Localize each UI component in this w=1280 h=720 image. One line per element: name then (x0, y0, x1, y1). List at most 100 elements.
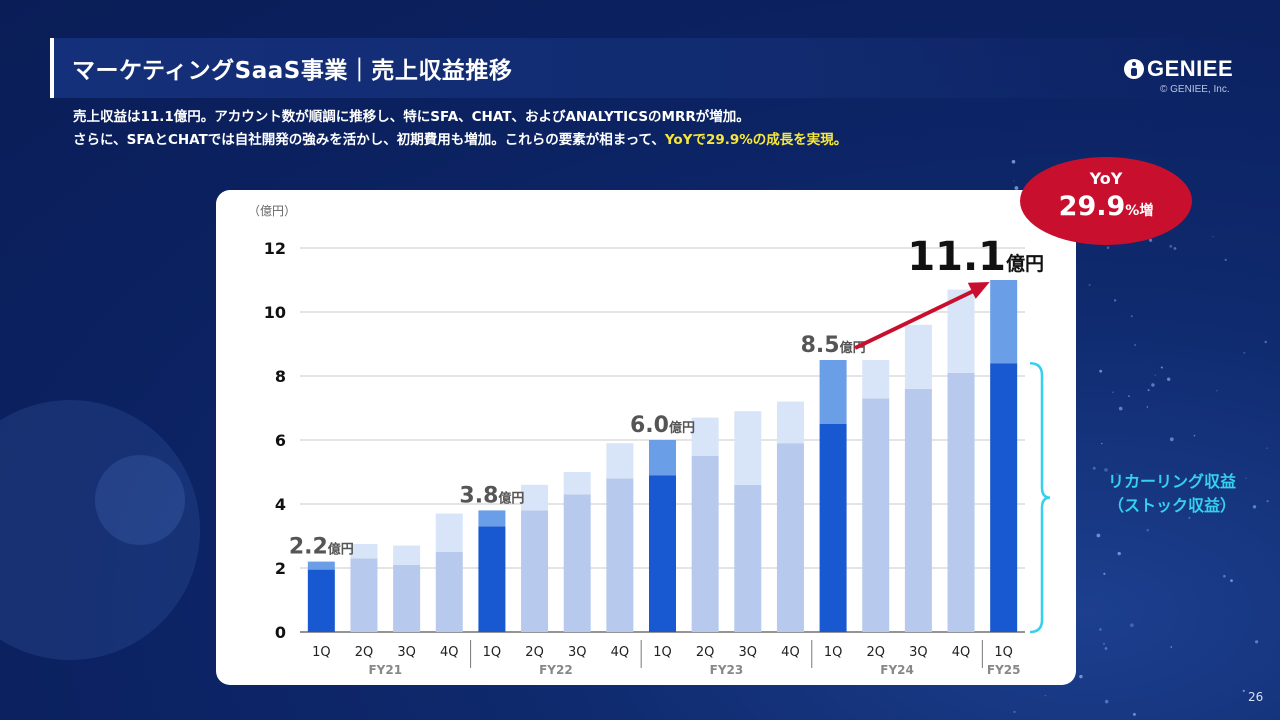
annotation-unit: 億円 (669, 420, 695, 436)
y-tick-label: 12 (264, 239, 286, 258)
bar-other (393, 545, 421, 565)
particle-dot (1128, 395, 1130, 397)
particle-dot (1160, 366, 1163, 369)
description: 売上収益は11.1億円。アカウント数が順調に推移し、特にSFA、CHAT、および… (73, 106, 847, 152)
particle-dot (1112, 391, 1114, 393)
particle-dot (1193, 434, 1196, 437)
bar-recurring (947, 372, 975, 632)
page-number: 26 (1248, 690, 1264, 704)
particle-dot (1088, 283, 1091, 287)
bar-recurring (862, 398, 890, 632)
particle-dot (1255, 640, 1259, 644)
particle-dot (1113, 299, 1117, 302)
x-tick-label: 1Q (483, 645, 502, 660)
copyright: © GENIEE, Inc. (1160, 84, 1230, 95)
particle-dot (1266, 447, 1268, 449)
annotation-value: 11.1 (907, 234, 1006, 280)
particle-dot (1188, 516, 1191, 519)
annotation-unit: 億円 (498, 490, 524, 506)
recurring-label-line-2: （ストック収益） (1107, 496, 1236, 515)
growth-arrow-head (967, 282, 990, 299)
annotation-unit: 億円 (840, 340, 866, 356)
particle-dot (1118, 406, 1123, 411)
x-tick-label: 1Q (312, 645, 331, 660)
geniee-logo-icon (1124, 59, 1144, 79)
particle-dot (1264, 340, 1267, 344)
bar-other (734, 411, 762, 485)
particle-dot (1011, 160, 1016, 164)
x-tick-label: 4Q (440, 645, 459, 660)
bar-recurring (606, 478, 634, 632)
chart-unit-label: （億円） (248, 204, 297, 218)
bar-recurring (904, 388, 932, 632)
y-tick-label: 0 (275, 623, 286, 642)
x-tick-label: 1Q (824, 645, 843, 660)
x-tick-label: 4Q (781, 645, 800, 660)
particle-dot (1106, 246, 1110, 249)
bar-other (649, 440, 676, 476)
particle-dot (1243, 352, 1246, 354)
background-logo-shape (0, 400, 200, 660)
particle-dot (1242, 689, 1245, 693)
particle-dot (1173, 247, 1177, 250)
yoy-label: YoY (1089, 169, 1123, 188)
x-tick-label: 1Q (994, 645, 1013, 660)
bar-recurring (393, 564, 421, 632)
particle-dot (1116, 473, 1118, 475)
particle-dot (1146, 528, 1149, 532)
recurring-bracket (1029, 361, 1051, 634)
bar-other (435, 513, 463, 552)
particle-dot (1137, 476, 1139, 479)
particle-dot (1013, 180, 1015, 182)
x-tick-label: 3Q (739, 645, 758, 660)
particle-dot (1219, 502, 1222, 506)
bar-other (904, 324, 932, 389)
x-tick-label: 2Q (355, 645, 374, 660)
particle-dot (1130, 623, 1134, 627)
recurring-label-line-1: リカーリング収益 (1107, 472, 1236, 491)
particle-dot (1117, 551, 1121, 556)
particle-dot (1104, 647, 1108, 650)
bar-other (819, 360, 847, 424)
bar-recurring (435, 552, 463, 632)
bar-other (862, 360, 890, 399)
annotation-unit: 億円 (328, 542, 354, 558)
yoy-suffix: %増 (1125, 203, 1154, 219)
page-title: マーケティングSaaS事業｜売上収益推移 (72, 58, 513, 84)
particle-dot (1079, 674, 1083, 679)
particle-dot (1224, 258, 1227, 261)
x-tick-label: 1Q (653, 645, 672, 660)
bar-other (990, 280, 1018, 364)
particle-dot (1245, 477, 1247, 479)
particle-dot (1223, 574, 1226, 578)
value-annotation: 6.0億円 (630, 413, 695, 438)
yoy-value-wrap: 29.9%増 (1020, 191, 1192, 222)
particle-dot (1103, 572, 1106, 575)
particle-dot (1132, 712, 1136, 716)
bar-recurring (521, 510, 549, 632)
annotation-value: 6.0 (630, 413, 669, 438)
particle-dot (1146, 406, 1149, 408)
particle-dot (1252, 505, 1257, 509)
bar-other (307, 561, 335, 570)
description-line-1: 売上収益は11.1億円。アカウント数が順調に推移し、特にSFA、CHAT、および… (73, 109, 750, 125)
x-tick-label: 4Q (952, 645, 971, 660)
particle-dot (1216, 390, 1218, 392)
particle-dot (1212, 235, 1214, 238)
particle-dot (1101, 442, 1103, 445)
annotation-value: 2.2 (289, 535, 328, 560)
particle-dot (1170, 646, 1173, 648)
particle-dot (1266, 500, 1269, 503)
x-tick-label: 4Q (611, 645, 630, 660)
bar-recurring (563, 494, 591, 632)
particle-dot (1130, 315, 1133, 318)
x-tick-label: 3Q (397, 645, 416, 660)
bar-recurring (307, 569, 335, 632)
bar-recurring (691, 456, 719, 632)
fiscal-year-label: FY21 (368, 663, 402, 677)
bar-recurring (350, 558, 378, 632)
bar-other (606, 443, 634, 479)
annotation-unit: 億円 (1006, 252, 1044, 275)
description-line-2: さらに、SFAとCHATでは自社開発の強みを活かし、初期費用も増加。これらの要素… (73, 129, 847, 152)
y-tick-label: 8 (275, 367, 286, 386)
